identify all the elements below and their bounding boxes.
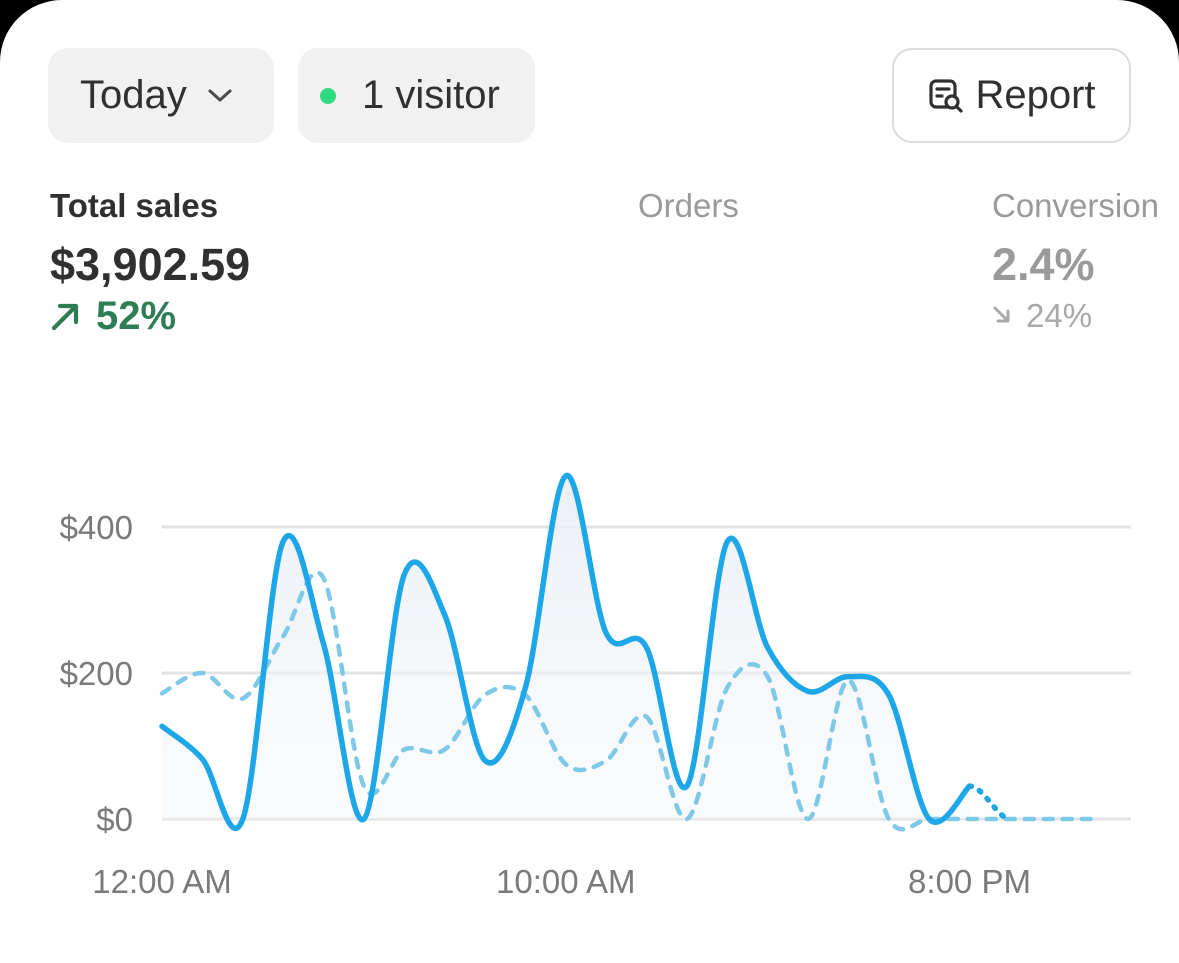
metric-label: Total sales (50, 187, 219, 224)
comparison-series-line (159, 570, 1093, 832)
metric-conversion[interactable]: Conversion 2.4% 24% (992, 186, 1159, 340)
y-tick-label: $0 (96, 801, 133, 838)
metric-total-sales[interactable]: Total sales $3,902.59 52% (50, 186, 250, 340)
x-tick-label: 12:00 AM (92, 863, 231, 900)
live-visitors-badge[interactable]: 1 visitor (298, 48, 535, 143)
sales-series-projection (966, 783, 1013, 822)
report-label: Report (975, 73, 1096, 117)
metric-value: 2.4% (992, 239, 1095, 290)
metric-label: Conversion (992, 187, 1159, 224)
x-tick-label: 10:00 AM (496, 863, 635, 900)
metric-change-value: 52% (96, 294, 177, 338)
metric-change: 52% (50, 292, 250, 340)
report-search-icon (927, 77, 965, 115)
period-dropdown[interactable]: Today (48, 48, 274, 143)
series-area-fill (162, 475, 970, 829)
online-dot-icon (320, 87, 336, 104)
sales-series-line (159, 473, 973, 831)
chevron-down-icon (207, 88, 233, 104)
period-label: Today (80, 73, 187, 117)
metric-orders[interactable]: Orders (638, 186, 739, 226)
arrow-down-right-icon (993, 306, 1010, 323)
arrow-up-right-icon (51, 303, 79, 331)
y-tick-label: $200 (60, 655, 133, 692)
report-button[interactable]: Report (892, 48, 1131, 143)
metric-change: 24% (992, 292, 1159, 340)
metric-change-value: 24% (1026, 297, 1093, 334)
visitors-label: 1 visitor (362, 73, 500, 117)
y-tick-label: $400 (60, 509, 133, 546)
metric-value: $3,902.59 (50, 239, 251, 290)
x-tick-label: 8:00 PM (908, 863, 1031, 900)
metric-label: Orders (638, 187, 739, 224)
